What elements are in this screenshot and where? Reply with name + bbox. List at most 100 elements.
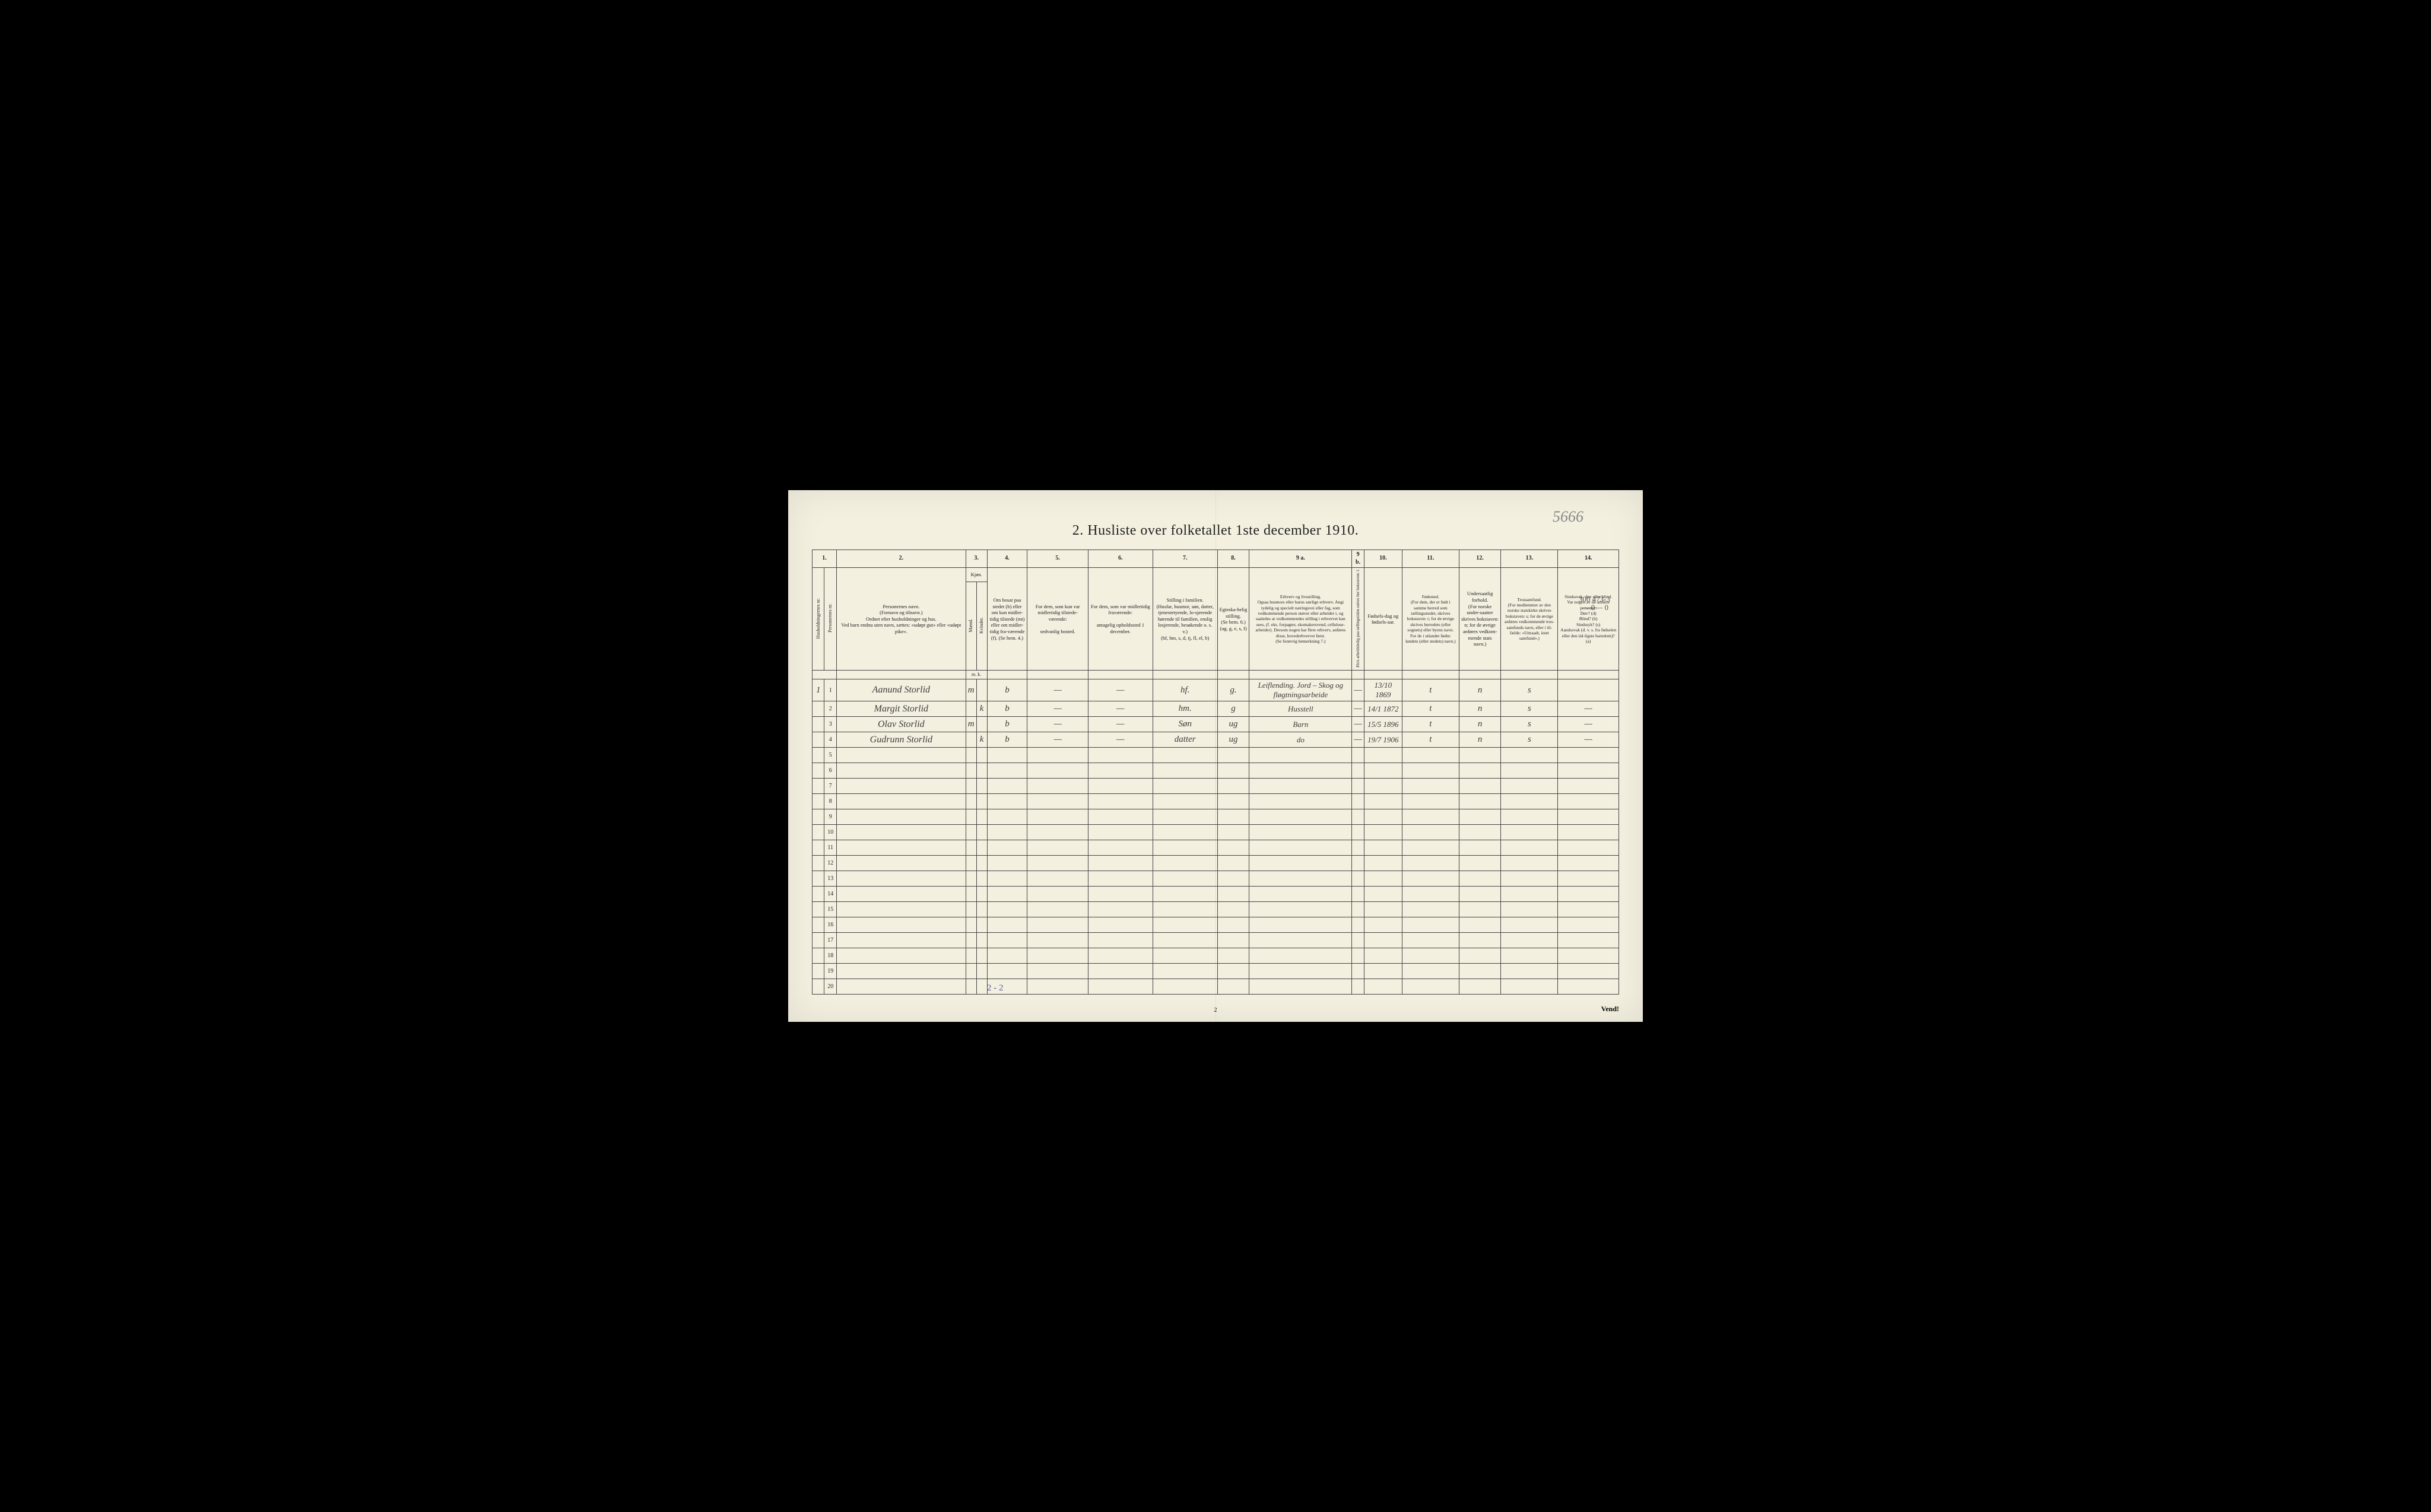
mk-spacer-3 [987, 671, 1027, 679]
hdr-pn: Personernes nr. [824, 568, 836, 671]
mk-spacer-9 [1352, 671, 1364, 679]
cell-birthplace: t [1402, 717, 1459, 732]
cell-empty [1402, 856, 1459, 871]
cell-empty [1217, 933, 1249, 948]
census-page: 5666 2. Husliste over folketallet 1ste d… [788, 490, 1643, 1022]
cell-empty [1027, 748, 1088, 763]
cell-name: Gudrunn Storlid [836, 732, 966, 748]
cell-pn: 6 [824, 763, 836, 779]
cell-empty [976, 902, 987, 917]
cell-empty [1153, 856, 1217, 871]
cell-empty [987, 856, 1027, 871]
cell-empty [1027, 871, 1088, 887]
cell-mar: ug [1217, 732, 1249, 748]
cell-empty [1217, 917, 1249, 933]
cell-empty [1459, 856, 1500, 871]
cell-empty [1501, 948, 1558, 964]
cell-empty [1459, 964, 1500, 979]
cell-empty [1249, 902, 1352, 917]
cell-empty [1249, 917, 1352, 933]
cell-empty [976, 933, 987, 948]
cell-empty [1364, 871, 1402, 887]
cell-c5: — [1027, 717, 1088, 732]
cell-hh [813, 717, 824, 732]
cell-empty [1217, 840, 1249, 856]
cell-empty [1217, 809, 1249, 825]
cell-empty [1217, 979, 1249, 995]
cell-empty [1217, 763, 1249, 779]
mk-spacer-1 [813, 671, 837, 679]
cell-empty [1459, 748, 1500, 763]
cell-c14 [1558, 679, 1619, 701]
cell-empty [1088, 979, 1153, 995]
cell-empty [1558, 794, 1619, 809]
cell-empty [987, 871, 1027, 887]
cell-dob: 14/1 1872 [1364, 701, 1402, 717]
cell-pn: 1 [824, 679, 836, 701]
cell-empty [1249, 840, 1352, 856]
cell-empty [1153, 887, 1217, 902]
mk-spacer-7 [1217, 671, 1249, 679]
cell-sex-k [976, 679, 987, 701]
cell-birthplace: t [1402, 732, 1459, 748]
cell-mar: g [1217, 701, 1249, 717]
cell-empty [1088, 917, 1153, 933]
cell-empty [1558, 917, 1619, 933]
cell-empty [1558, 779, 1619, 794]
cell-empty [1459, 825, 1500, 840]
cell-rel: s [1501, 732, 1558, 748]
cell-c14: — [1558, 717, 1619, 732]
cell-empty [987, 763, 1027, 779]
cell-empty [1249, 825, 1352, 840]
cell-sex-k: k [976, 732, 987, 748]
cell-empty [1027, 825, 1088, 840]
cell-hh [813, 964, 824, 979]
cell-nat: n [1459, 732, 1500, 748]
cell-empty [1153, 809, 1217, 825]
cell-empty [1153, 840, 1217, 856]
cell-empty [1459, 979, 1500, 995]
cell-empty [836, 794, 966, 809]
hdr-c14: Sindssvak, døv eller blind. Var nogen av… [1558, 568, 1619, 671]
cell-empty [1364, 917, 1402, 933]
vend-label: Vend! [1601, 1005, 1619, 1014]
cell-empty [987, 840, 1027, 856]
cell-empty [1364, 887, 1402, 902]
cell-c5: — [1027, 701, 1088, 717]
cell-pn: 15 [824, 902, 836, 917]
cell-empty [1459, 794, 1500, 809]
cell-empty [1402, 794, 1459, 809]
cell-empty [1217, 856, 1249, 871]
cell-pn: 9 [824, 809, 836, 825]
cell-empty [1364, 856, 1402, 871]
hdr-male-text: Mænd. [968, 619, 974, 632]
cell-name: Aanund Storlid [836, 679, 966, 701]
cell-empty [1088, 825, 1153, 840]
cell-empty [836, 840, 966, 856]
cell-occ: Husstell [1249, 701, 1352, 717]
cell-empty [1088, 887, 1153, 902]
cell-empty [1558, 948, 1619, 964]
hdr-c8: Egteska-belig stilling. (Se bem. 6.) (ug… [1217, 568, 1249, 671]
cell-fam: hf. [1153, 679, 1217, 701]
cell-empty [1352, 840, 1364, 856]
cell-empty [1364, 902, 1402, 917]
cell-empty [1153, 748, 1217, 763]
cell-empty [1459, 917, 1500, 933]
cell-empty [987, 902, 1027, 917]
cell-empty [1249, 964, 1352, 979]
cell-empty [1402, 809, 1459, 825]
cell-empty [1459, 809, 1500, 825]
cell-empty [1352, 948, 1364, 964]
cell-empty [1558, 763, 1619, 779]
cell-empty [1088, 763, 1153, 779]
cell-empty [1027, 763, 1088, 779]
mk-spacer-5 [1088, 671, 1153, 679]
cell-empty [1558, 902, 1619, 917]
hdr-c12: Undersaatlig forhold. (For norske under-… [1459, 568, 1500, 671]
cell-empty [966, 840, 976, 856]
cell-birthplace: t [1402, 679, 1459, 701]
hdr-pn-text: Personernes nr. [827, 603, 833, 633]
cell-empty [987, 917, 1027, 933]
colnum-2: 2. [836, 550, 966, 568]
